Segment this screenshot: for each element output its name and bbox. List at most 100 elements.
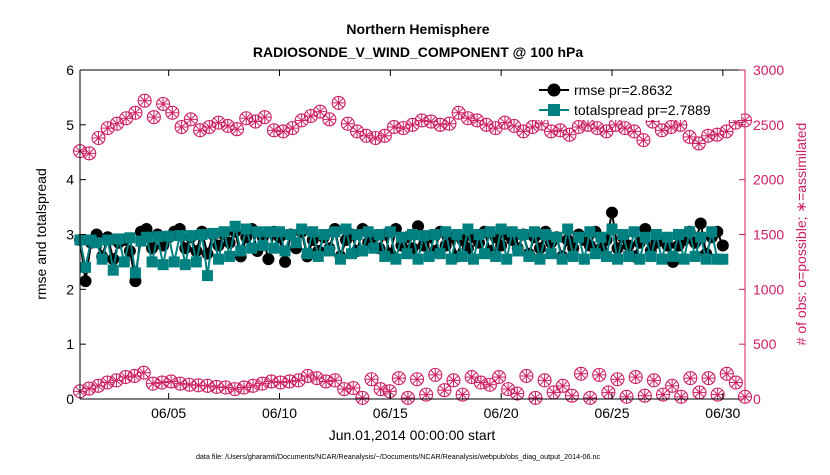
obs-marker-assimilated (246, 378, 261, 393)
obs-marker-possible-spoke (426, 116, 436, 127)
obs-marker-possible (211, 115, 226, 130)
spread-point (628, 226, 640, 238)
spread-point (501, 253, 513, 265)
obs-marker-assimilated (410, 372, 425, 387)
obs-marker-possible-spoke (213, 117, 224, 128)
obs-marker-assimilated (719, 366, 734, 381)
spread-point (218, 226, 230, 238)
obs-marker-assimilated (592, 367, 607, 382)
obs-marker-assimilated-spoke (302, 371, 313, 381)
spread-point (479, 248, 491, 260)
spread-point (246, 242, 258, 254)
spread-point (257, 239, 269, 251)
spread-point (357, 245, 369, 257)
obs-marker-assimilated (601, 385, 616, 400)
spread-point (512, 245, 524, 257)
obs-marker-possible-spoke (93, 133, 104, 143)
spread-point (240, 223, 252, 235)
y-tick-label-left: 6 (66, 62, 74, 78)
obs-marker-possible (423, 114, 439, 129)
obs-marker-assimilated (100, 375, 115, 390)
obs-marker-assimilated (464, 370, 479, 385)
spread-point (573, 231, 585, 243)
obs-marker-possible (396, 121, 411, 136)
axes-layer: 06/05 06/10 06/15 06/20 06/25 06/30 0 1 2 3 4 5 6 0 50… (66, 62, 784, 421)
obs-marker-assimilated (309, 371, 324, 386)
obs-marker-possible (119, 111, 134, 126)
legend-label-rmse: rmse pr=2.8632 (574, 82, 673, 98)
spread-point (595, 231, 607, 243)
spread-point (174, 230, 186, 242)
rmse-point (694, 217, 707, 230)
spread-point (600, 250, 612, 262)
obs-marker-possible-spoke (241, 113, 252, 124)
obs-marker-possible (137, 93, 152, 108)
spread-point (384, 226, 396, 238)
obs-marker-assimilated (437, 383, 452, 398)
obs-marker-possible (82, 146, 97, 161)
spread-point (141, 231, 152, 243)
y-tick-label-right: 2500 (753, 117, 784, 133)
spread-point (434, 248, 446, 260)
spread-point (440, 226, 452, 238)
spread-point (506, 226, 518, 238)
obs-marker-assimilated-spoke (448, 375, 459, 386)
legend-marker-rmse (547, 83, 561, 97)
obs-marker-possible (664, 119, 679, 135)
spread-point (456, 250, 468, 262)
obs-marker-assimilated (164, 374, 179, 389)
obs-marker-assimilated-spoke (421, 389, 432, 400)
obs-marker-possible-spoke (361, 130, 372, 141)
spread-point (285, 229, 297, 240)
obs-marker-possible-spoke (342, 118, 353, 129)
spread-point (235, 245, 247, 257)
y-tick-label-right: 3000 (753, 62, 784, 78)
spread-point (91, 237, 103, 249)
spread-point (495, 223, 507, 235)
obs-marker-assimilated (136, 365, 151, 380)
obs-marker-possible (156, 96, 171, 112)
obs-marker-assimilated-spoke (457, 389, 468, 400)
obs-marker-assimilated (236, 380, 252, 395)
obs-marker-assimilated (382, 384, 397, 399)
spread-point (617, 229, 629, 240)
obs-marker-assimilated (555, 378, 570, 393)
spread-point (645, 250, 657, 262)
legend-box (536, 78, 741, 120)
obs-marker-assimilated (701, 371, 716, 386)
spread-point (307, 226, 319, 238)
obs-marker-possible-spoke (509, 120, 520, 131)
spread-point (578, 253, 590, 265)
spread-point (689, 250, 701, 262)
obs-marker-assimilated (683, 371, 698, 386)
spread-point (445, 253, 457, 265)
spread-point (706, 226, 718, 238)
obs-marker-assimilated (546, 385, 561, 400)
obs-marker-assimilated (118, 370, 133, 385)
obs-marker-possible (340, 116, 355, 131)
obs-marker-assimilated-spoke (357, 392, 368, 403)
spread-point (118, 256, 130, 268)
obs-marker-possible-spoke (472, 115, 483, 126)
obs-marker-assimilated (200, 378, 215, 393)
spread-point (650, 229, 662, 240)
spread-point (490, 250, 502, 262)
obs-marker-assimilated-spoke (539, 375, 550, 386)
obs-marker-assimilated-spoke (648, 375, 659, 386)
obs-marker-possible (507, 118, 522, 133)
obs-marker-assimilated-spoke (667, 380, 678, 391)
obs-marker-assimilated (637, 388, 652, 403)
obs-marker-assimilated-spoke (621, 391, 632, 402)
obs-marker-assimilated (455, 387, 470, 402)
obs-marker-possible-spoke (453, 107, 464, 118)
obs-marker-possible (313, 104, 328, 119)
spread-point (224, 250, 236, 262)
spread-point (484, 226, 496, 238)
x-axis-label: Jun.01,2014 00:00:00 start (329, 427, 496, 443)
obs-marker-possible-spoke (130, 107, 141, 118)
obs-marker-possible-spoke (185, 114, 196, 125)
obs-marker-possible (627, 124, 642, 139)
obs-marker-assimilated-spoke (521, 371, 532, 381)
obs-marker-possible (488, 121, 503, 136)
obs-marker-possible-spoke (444, 118, 455, 129)
